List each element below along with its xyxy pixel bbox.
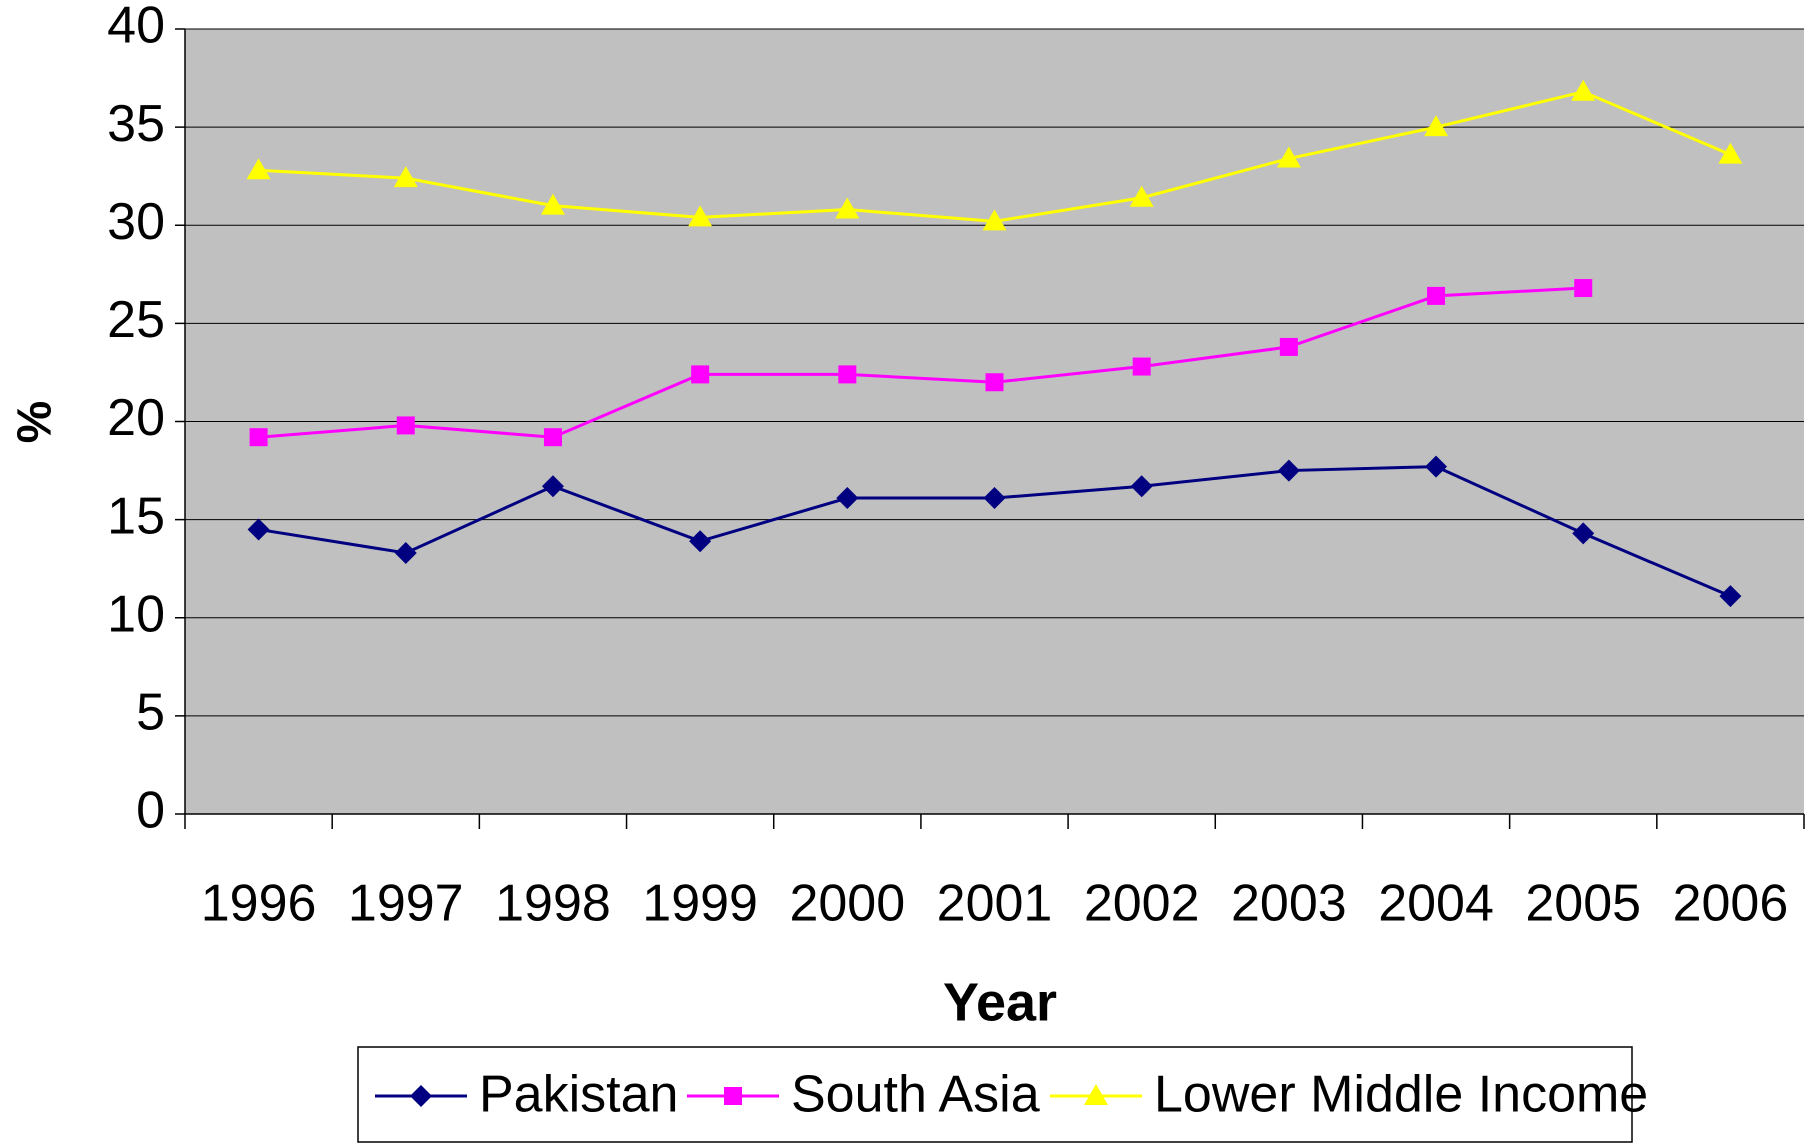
data-point	[1427, 286, 1446, 305]
legend	[357, 1046, 1633, 1143]
x-tick-label: 1998	[495, 875, 611, 933]
y-tick-label: 0	[136, 782, 165, 840]
data-point	[1276, 146, 1301, 168]
data-point	[983, 487, 1006, 510]
x-axis-label: Year	[943, 972, 1057, 1032]
data-point	[1129, 185, 1154, 207]
data-point	[1572, 522, 1595, 545]
data-point	[688, 205, 713, 227]
data-point	[396, 416, 415, 435]
y-tick-label: 40	[107, 0, 165, 55]
x-tick-label: 2001	[937, 875, 1053, 933]
data-point	[835, 197, 860, 219]
x-tick-label: 1999	[642, 875, 758, 933]
y-axis-label: %	[9, 401, 62, 444]
x-tick-label: 1997	[348, 875, 464, 933]
legend-label: South Asia	[791, 1066, 1040, 1124]
data-point	[689, 530, 712, 553]
data-point	[393, 166, 418, 188]
y-tick-label: 10	[107, 585, 165, 643]
x-tick-label: 2000	[789, 875, 905, 933]
data-point	[1279, 337, 1298, 356]
legend-marker	[410, 1085, 432, 1107]
data-point	[1425, 455, 1448, 478]
x-tick-label: 2002	[1084, 875, 1200, 933]
data-point	[982, 209, 1007, 231]
y-tick-label: 5	[136, 684, 165, 742]
data-point	[1571, 79, 1596, 101]
x-tick-label: 2005	[1525, 875, 1641, 933]
y-tick-label: 20	[107, 389, 165, 447]
legend-label: Lower Middle Income	[1154, 1066, 1648, 1124]
data-point	[249, 428, 268, 447]
x-tick-label: 2006	[1673, 875, 1789, 933]
data-point	[1718, 142, 1743, 164]
data-point	[985, 373, 1004, 392]
data-point	[540, 193, 565, 215]
data-point	[838, 365, 857, 384]
data-point	[541, 475, 564, 498]
data-point	[1574, 279, 1593, 298]
x-tick-label: 2004	[1378, 875, 1494, 933]
series-line	[258, 286, 1584, 439]
legend-label: Pakistan	[479, 1066, 678, 1124]
legend-marker	[1084, 1084, 1108, 1105]
y-tick-label: 25	[107, 291, 165, 349]
data-point	[1277, 459, 1300, 482]
data-point	[543, 428, 562, 447]
data-point	[1132, 357, 1151, 376]
y-tick-label: 30	[107, 193, 165, 251]
data-point	[691, 365, 710, 384]
data-point	[1130, 475, 1153, 498]
data-point	[1424, 115, 1449, 137]
legend-marker	[724, 1087, 742, 1105]
data-point	[246, 158, 271, 180]
data-point	[1719, 585, 1742, 608]
x-tick-label: 2003	[1231, 875, 1347, 933]
y-tick-label: 35	[107, 95, 165, 153]
data-point	[394, 541, 417, 564]
x-tick-label: 1996	[201, 875, 317, 933]
data-point	[247, 518, 270, 541]
y-tick-label: 15	[107, 487, 165, 545]
data-point	[836, 487, 859, 510]
